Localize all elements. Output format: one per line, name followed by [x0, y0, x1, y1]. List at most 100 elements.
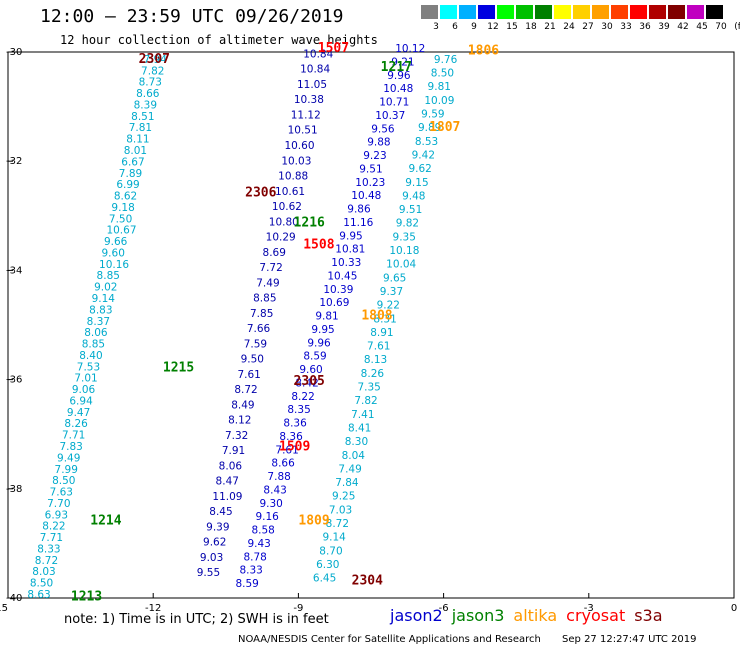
- swh-value-label: 8.03: [32, 566, 55, 578]
- scale-label: 15: [506, 22, 518, 32]
- swh-value-label: 9.23: [363, 150, 386, 162]
- swh-value-label: 8.26: [361, 368, 385, 380]
- scale-label: 6: [452, 22, 458, 32]
- swh-value-label: 8.42: [295, 377, 318, 389]
- swh-value-label: 9.37: [380, 286, 403, 298]
- swh-value-label: 7.63: [50, 487, 73, 499]
- pass-time-label: 1214: [90, 513, 121, 528]
- scale-swatch: [649, 5, 667, 19]
- y-tick-label: -40: [6, 593, 22, 604]
- swh-value-label: 7.41: [351, 409, 374, 421]
- swh-value-label: 7.49: [338, 463, 361, 475]
- swh-value-label: 8.12: [228, 415, 251, 427]
- swh-value-label: 7.94: [144, 54, 168, 66]
- scale-swatch: [516, 5, 534, 19]
- swh-value-label: 6.67: [121, 156, 144, 168]
- swh-value-label: 8.04: [342, 450, 366, 462]
- y-tick-label: -32: [6, 156, 22, 167]
- swh-value-label: 9.88: [367, 137, 390, 149]
- swh-value-label: 10.80: [269, 216, 299, 228]
- swh-value-label: 8.66: [136, 88, 160, 100]
- swh-value-label: 8.50: [52, 475, 75, 487]
- swh-value-label: 7.70: [47, 498, 70, 510]
- swh-value-label: 10.62: [272, 201, 302, 213]
- swh-value-label: 10.71: [379, 97, 409, 109]
- swh-value-label: 7.66: [247, 323, 271, 335]
- swh-value-label: 9.21: [391, 56, 414, 68]
- scale-label: 36: [639, 22, 651, 32]
- pass-time-label: 2307: [139, 52, 170, 67]
- x-tick-label: -6: [439, 603, 449, 614]
- swh-value-label: 9.60: [102, 247, 125, 259]
- swh-value-label: 9.49: [57, 452, 80, 464]
- swh-value-label: 8.85: [97, 270, 120, 282]
- scale-label: 12: [487, 22, 499, 32]
- swh-value-label: 8.01: [124, 145, 147, 157]
- pass-time-label: 2306: [245, 186, 276, 201]
- pass-time-label: 1216: [294, 216, 325, 231]
- swh-value-label: 8.35: [287, 404, 310, 416]
- swh-value-label: 7.71: [62, 430, 85, 442]
- scale-label: 21: [544, 22, 556, 32]
- swh-value-label: 7.89: [119, 168, 142, 180]
- swh-value-label: 8.43: [263, 484, 286, 496]
- swh-value-label: 9.43: [247, 538, 270, 550]
- swh-value-label: 9.96: [307, 337, 331, 349]
- swh-value-label: 8.51: [131, 111, 154, 123]
- swh-value-label: 7.01: [74, 373, 97, 385]
- swh-value-label: 8.91: [370, 327, 393, 339]
- scale-label: 24: [563, 22, 575, 32]
- scale-label: 30: [601, 22, 613, 32]
- swh-value-label: 8.45: [209, 506, 232, 518]
- scale-swatch: [440, 5, 458, 19]
- page-title: 12:00 – 23:59 UTC 09/26/2019: [40, 6, 344, 27]
- pass-time-label: 1808: [361, 309, 392, 324]
- swh-value-label: 7.61: [275, 444, 298, 456]
- swh-value-label: 9.59: [421, 109, 444, 121]
- swh-value-label: 8.78: [243, 551, 266, 563]
- swh-value-label: 9.50: [241, 354, 264, 366]
- swh-value-label: 8.26: [64, 418, 88, 430]
- legend-jason2: jason2: [390, 606, 443, 625]
- pass-time-label: 1809: [298, 513, 329, 528]
- swh-value-label: 9.06: [72, 384, 96, 396]
- x-tick-label: -12: [145, 603, 161, 614]
- swh-value-label: 9.14: [92, 293, 116, 305]
- swh-value-label: 10.84: [300, 64, 330, 76]
- swh-value-label: 7.61: [367, 341, 390, 353]
- pass-time-label: 1215: [163, 360, 194, 375]
- swh-value-label: 8.41: [348, 422, 371, 434]
- swh-value-label: 8.13: [364, 354, 387, 366]
- swh-value-label: 8.50: [431, 68, 454, 80]
- swh-value-label: 8.59: [235, 578, 258, 590]
- scale-swatch: [421, 5, 439, 19]
- swh-value-label: 8.83: [89, 304, 112, 316]
- swh-value-label: 7.85: [250, 308, 273, 320]
- swh-value-label: 10.09: [424, 95, 454, 107]
- swh-value-label: 7.91: [222, 445, 245, 457]
- swh-value-label: 7.82: [354, 395, 377, 407]
- scale-swatch: [497, 5, 515, 19]
- y-tick-label: -36: [6, 375, 22, 386]
- swh-value-label: 8.69: [263, 247, 286, 259]
- legend-s3a: s3a: [634, 606, 663, 625]
- swh-value-label: 7.61: [237, 369, 260, 381]
- swh-value-label: 10.16: [99, 259, 129, 271]
- scale-swatch: [459, 5, 477, 19]
- swh-value-label: 8.33: [37, 543, 60, 555]
- swh-value-label: 7.81: [129, 122, 152, 134]
- swh-value-label: 8.40: [79, 350, 102, 362]
- swh-value-label: 8.53: [415, 136, 438, 148]
- swh-value-label: 10.84: [303, 48, 333, 60]
- scale-swatch: [592, 5, 610, 19]
- swh-value-label: 6.93: [45, 509, 68, 521]
- swh-value-label: 8.37: [87, 316, 110, 328]
- swh-value-label: 8.33: [239, 565, 262, 577]
- swh-value-label: 10.04: [386, 259, 416, 271]
- legend-jason3: jason3: [451, 606, 505, 625]
- pass-time-label: 1509: [279, 440, 310, 455]
- swh-value-label: 9.66: [104, 236, 128, 248]
- swh-value-label: 8.70: [319, 545, 342, 557]
- swh-value-label: 8.58: [251, 525, 274, 537]
